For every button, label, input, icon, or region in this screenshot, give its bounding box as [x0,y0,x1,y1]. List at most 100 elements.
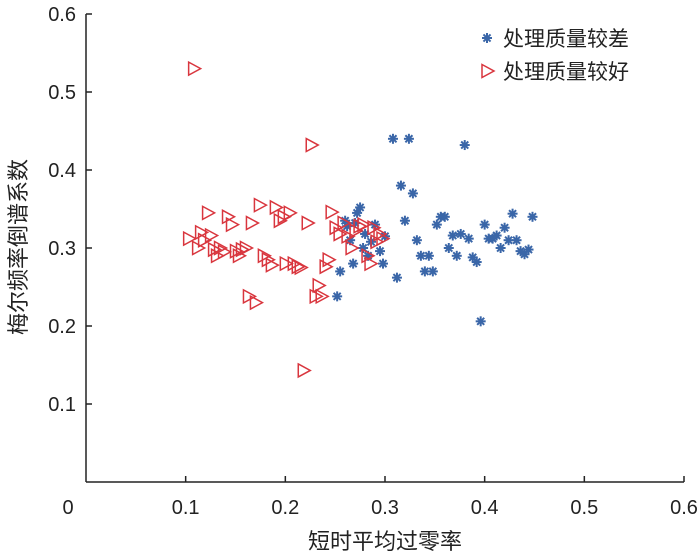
x-ticks: 0 0.1 0.2 0.3 0.4 0.5 0.6 [62,476,698,519]
y-ticks: 0.1 0.2 0.3 0.4 0.5 0.6 [48,4,92,416]
data-point [378,258,389,269]
data-point [415,250,426,261]
x-tick-label: 0 [62,497,73,519]
data-point [322,251,337,268]
data-point [249,294,265,311]
data-point [269,199,284,216]
data-point [273,212,288,229]
series-2 [182,60,391,379]
data-point [225,216,241,233]
data-point [423,250,434,261]
data-point [391,272,402,283]
data-point [471,257,482,268]
data-point [297,362,312,379]
data-point [182,230,198,247]
data-point [315,288,330,305]
data-point [376,230,391,247]
data-point [319,258,334,275]
data-point [357,216,372,233]
data-point [265,257,280,273]
data-point [373,226,388,242]
data-point [305,137,320,153]
data-point [294,259,309,276]
data-point [455,228,466,239]
x-tick-label: 0.2 [271,497,299,519]
data-point [411,235,422,246]
data-point [463,233,474,244]
data-point [475,316,486,327]
data-point [507,208,518,219]
legend-label: 处理质量较好 [503,60,629,84]
data-point [242,288,258,305]
x-tick-label: 0.5 [570,497,598,519]
x-tick-label: 0.4 [471,497,499,519]
y-axis-title: 梅尔频率倒谱系数 [7,159,32,335]
data-point [443,243,454,253]
data-point [511,235,522,246]
data-point [499,222,510,233]
y-tick-label: 0.3 [48,238,76,260]
data-point [301,215,316,231]
x-tick-label: 0.6 [670,497,698,519]
y-tick-label: 0.2 [48,316,76,338]
data-point [287,255,302,272]
data-point [395,180,406,191]
data-point [312,277,327,294]
data-point [451,250,462,261]
data-point [217,244,233,260]
data-point [261,251,276,268]
x-tick-label: 0.1 [172,497,200,519]
legend-marker [482,33,492,43]
data-point [329,219,344,236]
data-point [187,60,203,77]
data-point [221,209,237,225]
data-point [399,215,410,226]
data-point [387,133,398,144]
data-point [495,243,506,253]
data-point [204,227,220,244]
axes: 0 0.1 0.2 0.3 0.4 0.5 0.6 0.1 0.2 0.3 0.4 0.5 0.6 [48,4,698,519]
data-point [527,211,538,222]
data-point [364,255,379,272]
data-point [439,211,450,222]
data-point [333,226,348,242]
data-point [245,215,261,231]
data-point [523,244,534,255]
data-point [335,266,346,277]
data-point [325,204,340,220]
data-point [232,248,248,264]
data-point [407,188,418,199]
data-point [341,228,356,245]
y-tick-label: 0.1 [48,394,76,416]
data-point [332,291,343,302]
data-point [213,240,229,256]
data-point [337,215,352,231]
data-point [197,232,213,248]
x-tick-label: 0.3 [371,497,399,519]
data-point [253,197,268,213]
data-point [375,246,386,257]
data-point [279,255,294,272]
data-point [427,266,438,277]
data-point [479,219,490,230]
data-point [459,140,470,151]
legend-label: 处理质量较差 [503,27,629,51]
data-point [345,240,360,256]
data-point [349,223,364,239]
data-point [419,266,430,277]
legend-marker [481,63,496,79]
data-point [239,240,255,256]
data-point [201,205,217,221]
data-point [355,202,366,213]
x-axis-title: 短时平均过零率 [308,530,462,555]
series-1 [332,133,538,327]
data-point [491,230,502,241]
data-point [283,205,298,221]
data-point [403,133,414,144]
data-point [348,258,359,269]
data-point [447,230,458,241]
y-tick-label: 0.4 [48,160,76,182]
data-points [182,60,538,379]
